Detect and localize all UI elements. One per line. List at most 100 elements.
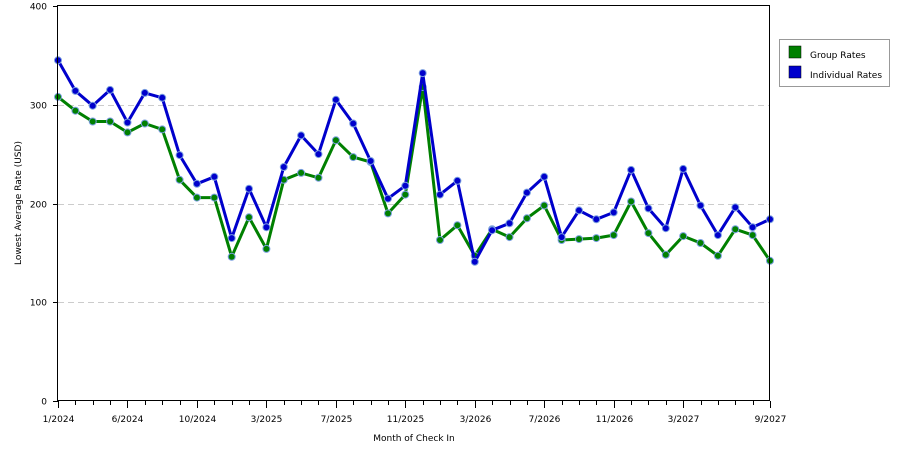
- data-point-group-rates: [331, 136, 340, 145]
- y-tick-label-100: 100: [30, 299, 47, 309]
- data-point-individual-rates: [661, 224, 670, 233]
- data-point-group-rates: [192, 193, 201, 202]
- x-tick-label: 7/2026: [529, 415, 561, 425]
- data-point-individual-rates: [488, 226, 497, 235]
- data-point-individual-rates: [644, 204, 653, 213]
- data-point-group-rates: [592, 234, 601, 243]
- data-point-individual-rates: [140, 88, 149, 97]
- data-point-individual-rates: [713, 231, 722, 240]
- data-point-individual-rates: [470, 257, 479, 266]
- data-point-group-rates: [609, 231, 618, 240]
- data-point-individual-rates: [436, 190, 444, 199]
- grid-lines: [58, 105, 770, 303]
- data-point-individual-rates: [401, 181, 410, 190]
- y-tick-label-400: 400: [30, 3, 47, 13]
- data-point-group-rates: [349, 153, 358, 162]
- data-point-group-rates: [575, 235, 583, 244]
- series-layer: [54, 56, 774, 266]
- data-point-individual-rates: [609, 208, 618, 217]
- x-tick-label: 6/2024: [112, 415, 144, 425]
- y-tick-label-200: 200: [30, 201, 47, 211]
- y-tick-label-300: 300: [30, 102, 47, 112]
- data-point-group-rates: [88, 117, 97, 126]
- data-point-individual-rates: [592, 215, 601, 224]
- legend-swatch-individual-rates: [788, 65, 802, 79]
- data-point-group-rates: [505, 233, 514, 242]
- data-point-group-rates: [123, 128, 132, 137]
- data-point-group-rates: [106, 117, 115, 126]
- data-point-individual-rates: [123, 118, 132, 127]
- data-point-group-rates: [384, 209, 392, 218]
- x-tick-label: 3/2026: [460, 415, 492, 425]
- data-point-group-rates: [227, 252, 236, 261]
- data-point-group-rates: [522, 214, 531, 223]
- data-point-group-rates: [314, 173, 323, 182]
- data-point-individual-rates: [418, 69, 427, 78]
- legend-label-group-rates: Group Rates: [810, 51, 866, 61]
- data-point-individual-rates: [627, 165, 636, 174]
- data-point-individual-rates: [88, 101, 97, 110]
- x-tick-label: 9/2027: [755, 415, 787, 425]
- x-tick-label: 3/2027: [668, 415, 700, 425]
- x-tick-label: 1/2024: [43, 415, 75, 425]
- data-point-individual-rates: [505, 219, 514, 228]
- data-point-group-rates: [175, 175, 184, 184]
- data-point-individual-rates: [557, 233, 566, 242]
- data-point-individual-rates: [262, 223, 271, 232]
- data-point-individual-rates: [748, 223, 757, 232]
- data-point-group-rates: [748, 231, 757, 240]
- plot-frame: [57, 5, 770, 401]
- legend-swatch-group-rates: [788, 45, 802, 59]
- data-point-individual-rates: [349, 119, 358, 128]
- data-point-individual-rates: [106, 85, 115, 94]
- data-point-group-rates: [540, 201, 549, 210]
- data-point-group-rates: [262, 244, 271, 253]
- x-tick-label: 11/2025: [387, 415, 424, 425]
- data-point-group-rates: [436, 236, 444, 244]
- legend: Group Rates Individual Rates: [779, 39, 890, 87]
- data-point-individual-rates: [279, 163, 288, 171]
- data-point-group-rates: [661, 250, 670, 259]
- data-point-group-rates: [210, 193, 219, 202]
- data-point-individual-rates: [384, 194, 392, 203]
- y-tick-label-0: 0: [41, 398, 47, 408]
- data-point-group-rates: [140, 119, 149, 128]
- legend-label-individual-rates: Individual Rates: [810, 71, 882, 81]
- data-point-individual-rates: [540, 172, 549, 181]
- series-line-individual-rates: [56, 59, 771, 264]
- data-point-individual-rates: [731, 203, 740, 212]
- data-point-group-rates: [245, 213, 253, 222]
- data-point-individual-rates: [71, 86, 80, 95]
- data-point-individual-rates: [245, 184, 253, 193]
- data-point-individual-rates: [158, 93, 167, 102]
- data-point-group-rates: [679, 232, 688, 241]
- data-point-individual-rates: [314, 150, 323, 159]
- x-axis: 1/2024 6/2024 10/2024 3/2025 7/2025 11/2025 3/…: [43, 401, 787, 425]
- data-point-group-rates: [453, 221, 462, 230]
- data-point-group-rates: [71, 106, 80, 115]
- data-point-individual-rates: [210, 172, 219, 181]
- data-point-individual-rates: [696, 201, 705, 210]
- data-point-group-rates: [696, 239, 705, 247]
- x-tick-label: 3/2025: [251, 415, 283, 425]
- data-point-group-rates: [627, 197, 636, 206]
- data-point-group-rates: [644, 229, 653, 238]
- x-axis-title: Month of Check In: [373, 434, 455, 444]
- data-point-group-rates: [297, 168, 306, 177]
- data-point-individual-rates: [297, 131, 306, 140]
- data-point-group-rates: [158, 125, 167, 134]
- data-point-individual-rates: [522, 188, 531, 197]
- data-point-individual-rates: [575, 206, 583, 215]
- y-axis: 0 100 200 300 400: [30, 3, 58, 408]
- y-axis-title: Lowest Average Rate (USD): [14, 141, 24, 265]
- x-tick-label: 10/2024: [179, 415, 217, 425]
- series-line-group-rates: [57, 85, 772, 262]
- data-point-group-rates: [713, 251, 722, 260]
- data-point-individual-rates: [175, 151, 184, 160]
- x-tick-label: 7/2025: [321, 415, 353, 425]
- data-point-individual-rates: [192, 179, 201, 188]
- data-point-group-rates: [401, 190, 410, 199]
- data-point-individual-rates: [366, 157, 375, 165]
- x-tick-label: 11/2026: [596, 415, 634, 425]
- data-point-group-rates: [731, 225, 740, 234]
